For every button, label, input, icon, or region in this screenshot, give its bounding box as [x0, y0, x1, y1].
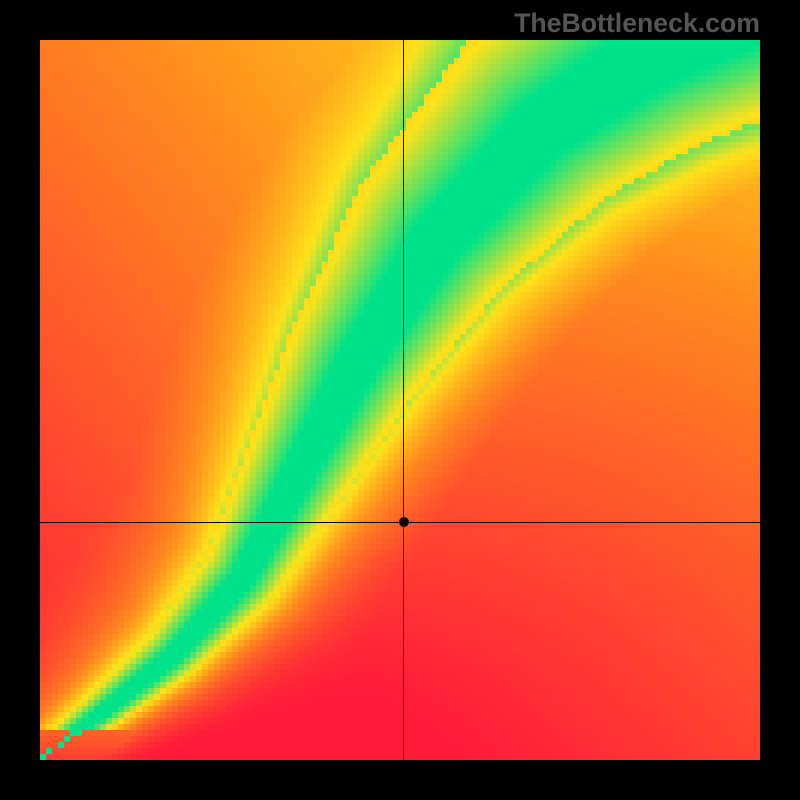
- watermark-text: TheBottleneck.com: [514, 8, 760, 39]
- bottleneck-heatmap: [40, 40, 760, 760]
- crosshair-vertical: [403, 40, 404, 760]
- chart-root: TheBottleneck.com: [0, 0, 800, 800]
- crosshair-dot: [399, 517, 409, 527]
